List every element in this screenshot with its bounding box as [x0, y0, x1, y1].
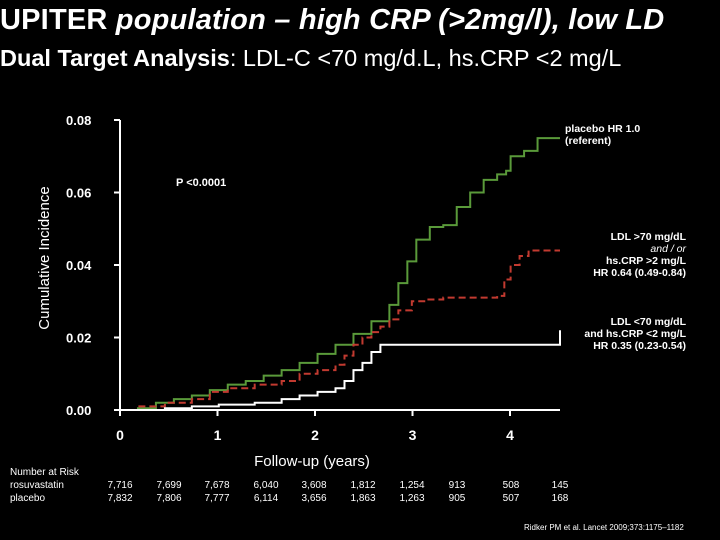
title-main: population – high CRP (>2mg/l), low LD: [107, 4, 665, 36]
risk-header-placebo: placebo: [10, 493, 46, 504]
risk-column: 1,254 1,263: [392, 479, 432, 505]
series-label-1-3: HR 0.64 (0.49-0.84): [593, 267, 686, 279]
risk-rosuvastatin-value: 1,812: [350, 480, 376, 491]
risk-column: 7,699 7,806: [149, 479, 189, 505]
risk-placebo-value: 7,832: [107, 493, 133, 504]
risk-rosuvastatin-value: 3,608: [301, 480, 327, 491]
risk-placebo-value: 7,777: [204, 493, 230, 504]
series-label-2-2: HR 0.35 (0.23-0.54): [593, 340, 686, 352]
risk-rosuvastatin-value: 1,254: [399, 480, 425, 491]
x-tick-label: 0: [116, 427, 124, 443]
subtitle-rest: : LDL-C <70 mg/d.L, hs.CRP <2 mg/L: [229, 45, 622, 71]
risk-rosuvastatin-value: 7,699: [156, 480, 182, 491]
risk-rosuvastatin-value: 145: [551, 480, 569, 491]
series-line-0: [120, 137, 560, 411]
risk-column: 145 168: [540, 479, 580, 505]
subtitle-bold: Dual Target Analysis: [0, 45, 230, 71]
y-tick-label: 0.08: [66, 113, 91, 128]
risk-column: 3,608 3,656: [294, 479, 334, 505]
p-value-label: P <0.0001: [176, 177, 226, 189]
series-label-2-1: and hs.CRP <2 mg/L: [584, 328, 686, 340]
risk-placebo-value: 905: [448, 493, 466, 504]
slide-subtitle: Dual Target Analysis: LDL-C <70 mg/d.L, …: [0, 45, 720, 72]
risk-column: 913 905: [437, 479, 477, 505]
risk-column: 508 507: [491, 479, 531, 505]
risk-table-header: Number at Risk rosuvastatin placebo: [10, 466, 79, 505]
series-label-1-0: LDL >70 mg/dL: [611, 231, 687, 243]
risk-column: 6,040 6,114: [246, 479, 286, 505]
series-line-1: [120, 249, 560, 411]
risk-header-title: Number at Risk: [10, 467, 79, 478]
x-tick-label: 3: [409, 427, 417, 443]
risk-placebo-value: 1,863: [350, 493, 376, 504]
risk-header-rosuvastatin: rosuvastatin: [10, 480, 64, 491]
risk-rosuvastatin-value: 508: [502, 480, 520, 491]
x-tick-label: 1: [214, 427, 222, 443]
series-label-1-2: hs.CRP >2 mg/L: [606, 255, 687, 267]
y-tick-label: 0.00: [66, 403, 91, 418]
y-tick-label: 0.04: [66, 258, 92, 273]
y-tick-label: 0.06: [66, 186, 91, 201]
risk-column: 1,812 1,863: [343, 479, 383, 505]
risk-rosuvastatin-value: 913: [448, 480, 466, 491]
citation: Ridker PM et al. Lancet 2009;373:1175–11…: [524, 523, 684, 532]
risk-column: 7,716 7,832: [100, 479, 140, 505]
risk-placebo-value: 6,114: [253, 493, 279, 504]
risk-rosuvastatin-value: 6,040: [253, 480, 279, 491]
x-tick-label: 4: [506, 427, 514, 443]
risk-placebo-value: 507: [502, 493, 520, 504]
risk-placebo-value: 1,263: [399, 493, 425, 504]
x-axis-label: Follow-up (years): [254, 453, 370, 470]
risk-placebo-value: 3,656: [301, 493, 327, 504]
x-tick-label: 2: [311, 427, 319, 443]
y-tick-label: 0.02: [66, 331, 91, 346]
series-line-2: [120, 330, 561, 411]
series-label-0-0: placebo HR 1.0: [565, 123, 640, 135]
risk-placebo-value: 7,806: [156, 493, 182, 504]
risk-rosuvastatin-value: 7,678: [204, 480, 230, 491]
risk-placebo-value: 168: [551, 493, 569, 504]
series-label-1-1: and / or: [650, 243, 686, 255]
slide-title: UPITER population – high CRP (>2mg/l), l…: [0, 4, 720, 37]
series-label-0-1: (referent): [565, 135, 611, 147]
risk-rosuvastatin-value: 7,716: [107, 480, 133, 491]
series-label-2-0: LDL <70 mg/dL: [611, 316, 687, 328]
title-prefix: UPITER: [0, 4, 108, 36]
risk-column: 7,678 7,777: [197, 479, 237, 505]
